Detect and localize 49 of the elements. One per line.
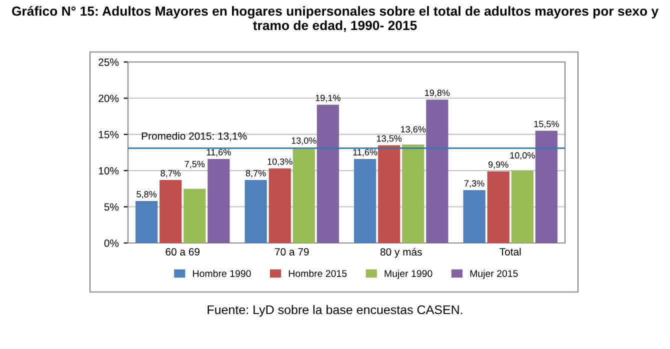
data-label: 19,1% [316,94,340,102]
bar [208,159,230,243]
bar [316,104,339,243]
data-label: 10,3% [268,158,292,166]
data-label: 11,6% [206,149,231,156]
bar [268,168,291,243]
legend-label: Hombre 2015 [288,270,347,277]
data-label: 5,8% [136,191,157,198]
data-label: 11,6% [353,149,378,156]
data-label: 10,0% [510,152,535,160]
x-tick-label: 80 y más [380,248,422,258]
data-label: 9,9% [488,161,508,169]
bar [402,144,424,243]
data-label: 13,6% [401,126,426,134]
data-label: 15,5% [534,120,559,128]
bar [463,190,486,243]
bar [354,159,376,243]
y-tick-label: 10% [98,167,119,174]
ref-line-label: Promedio 2015: 13,1% [142,132,247,141]
bar [292,148,315,243]
source-note: Fuente: LyD sobre la base encuestas CASEN. [208,305,462,317]
y-tick-label: 25% [98,58,119,66]
legend-label: Mujer 2015 [470,270,518,279]
y-tick-label: 20% [98,94,119,102]
bar [244,180,267,243]
data-label: 7,3% [464,180,484,188]
bar [511,170,534,243]
data-label: 13,0% [292,137,316,145]
y-tick-label: 15% [98,130,119,138]
legend-label: Hombre 1990 [193,270,251,277]
data-label: 13,5% [377,135,402,143]
legend-label: Mujer 1990 [384,270,432,279]
bar [535,130,558,243]
data-label: 19,8% [425,90,450,98]
x-tick-label: 60 a 69 [166,248,200,256]
bar [487,171,510,243]
bar [378,145,400,243]
bar [426,100,448,243]
data-label: 8,7% [160,170,181,178]
y-tick-label: 0% [104,240,119,247]
bar [160,180,182,243]
x-tick-label: Total [500,248,521,256]
x-tick-label: 70 a 79 [275,248,309,256]
data-label: 7,5% [184,160,205,168]
data-label: 8,7% [246,170,266,178]
bar [136,201,158,243]
bar [184,188,206,243]
chart-title: Gráfico N° 15: Adultos Mayores en hogares unipersonales sobre el total de adultos mayores por sexo y tramo de edad, 1990- 2015 [12,6,658,32]
y-tick-label: 5% [104,203,119,211]
